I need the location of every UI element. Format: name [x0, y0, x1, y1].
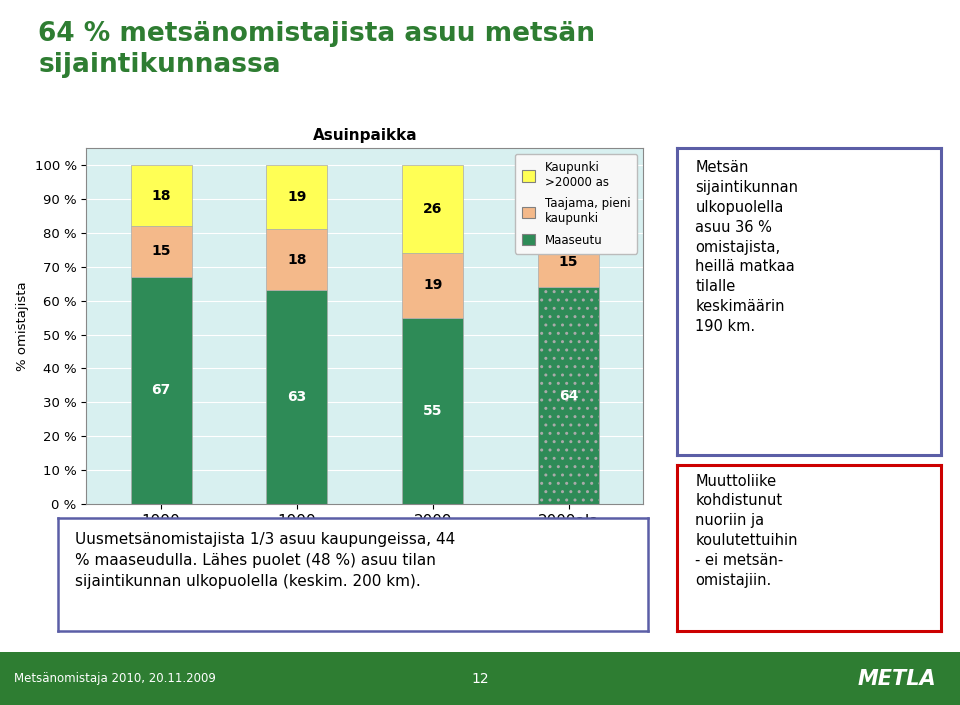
Text: 63: 63: [287, 391, 306, 404]
Text: METLA: METLA: [857, 668, 936, 689]
Text: 18: 18: [152, 188, 171, 202]
Bar: [538, 236, 599, 287]
Bar: [402, 253, 464, 317]
Text: 21: 21: [559, 194, 578, 207]
Text: Metsän
sijaintikunnan
ulkopuolella
asuu 36 %
omistajista,
heillä matkaa
tilalle
: Metsän sijaintikunnan ulkopuolella asuu …: [695, 160, 799, 333]
Y-axis label: % omistajista: % omistajista: [16, 281, 29, 371]
Bar: [266, 290, 327, 504]
Text: 12: 12: [471, 672, 489, 685]
Text: 15: 15: [559, 255, 578, 269]
Text: 67: 67: [152, 384, 171, 398]
Bar: [538, 287, 599, 504]
Bar: [538, 165, 599, 236]
Text: 55: 55: [423, 404, 443, 418]
Text: Metsänomistaja 2010, 20.11.2009: Metsänomistaja 2010, 20.11.2009: [14, 672, 216, 685]
Text: Muuttoliike
kohdistunut
nuoriin ja
koulutettuihin
- ei metsän-
omistajiin.: Muuttoliike kohdistunut nuoriin ja koulu…: [695, 474, 798, 587]
Bar: [131, 226, 192, 277]
Bar: [266, 229, 327, 290]
Text: 15: 15: [152, 245, 171, 259]
Bar: [131, 165, 192, 226]
Text: 64: 64: [559, 388, 578, 403]
Text: 18: 18: [287, 253, 306, 267]
Text: Uusmetsänomistajista 1/3 asuu kaupungeissa, 44
% maaseudulla. Lähes puolet (48 %: Uusmetsänomistajista 1/3 asuu kaupungeis…: [75, 532, 456, 589]
Bar: [402, 165, 464, 253]
Title: Asuinpaikka: Asuinpaikka: [313, 128, 417, 142]
Bar: [131, 277, 192, 504]
Text: 26: 26: [423, 202, 443, 216]
Text: 19: 19: [423, 278, 443, 293]
Text: 19: 19: [287, 190, 306, 204]
Bar: [266, 165, 327, 229]
Legend: Kaupunki
>20000 as, Taajama, pieni
kaupunki, Maaseutu: Kaupunki >20000 as, Taajama, pieni kaupu…: [516, 154, 637, 254]
Bar: [402, 317, 464, 504]
Text: 64 % metsänomistajista asuu metsän
sijaintikunnassa: 64 % metsänomistajista asuu metsän sijai…: [38, 21, 595, 78]
